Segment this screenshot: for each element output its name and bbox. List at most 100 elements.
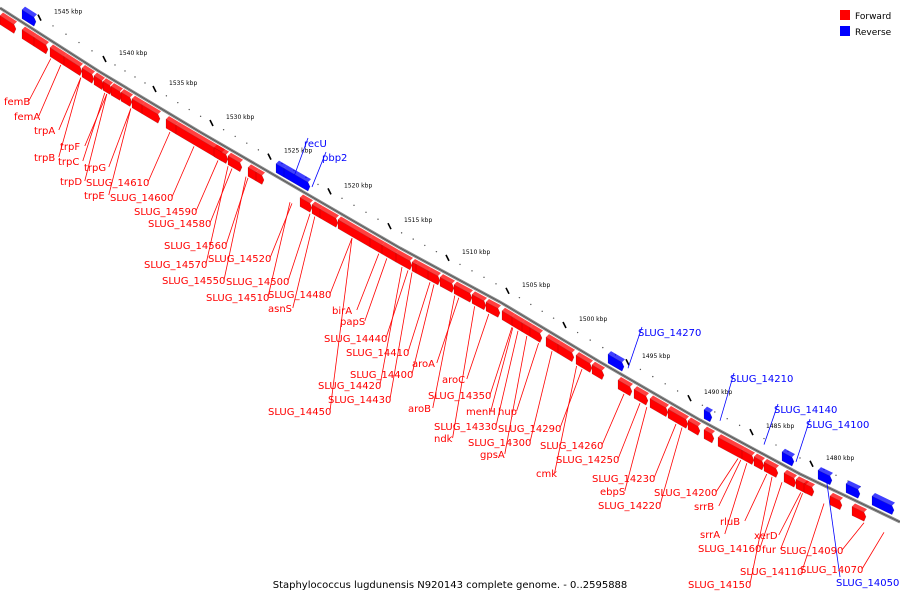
leader-line-slug-14250 bbox=[617, 403, 641, 460]
leader-line-bira bbox=[356, 253, 380, 311]
leader-line-slug-14500 bbox=[287, 213, 311, 282]
forward-gene-0-body bbox=[0, 15, 17, 34]
minor-tick bbox=[518, 296, 521, 299]
minor-tick bbox=[471, 270, 473, 272]
gene-label-hup: hup bbox=[498, 407, 517, 418]
reverse-gene-7-body bbox=[845, 483, 861, 499]
gene-label-aroc: aroC bbox=[442, 375, 465, 386]
gene-label-trpc: trpC bbox=[58, 157, 79, 168]
forward-gene-24-top bbox=[396, 250, 413, 261]
forward-gene-15-top bbox=[228, 152, 243, 163]
minor-tick bbox=[317, 183, 319, 186]
minor-tick bbox=[165, 95, 168, 97]
leader-line-ebps bbox=[624, 407, 648, 492]
gene-label-slug-14570: SLUG_14570 bbox=[144, 260, 207, 271]
leader-line-gpsa bbox=[504, 336, 528, 455]
forward-gene-26-top bbox=[416, 261, 431, 271]
forward-gene-28-top bbox=[440, 274, 455, 284]
leader-line-trpd bbox=[84, 93, 108, 182]
forward-gene-20 bbox=[319, 206, 339, 228]
forward-gene-2-body bbox=[33, 36, 49, 55]
minor-tick bbox=[726, 417, 728, 420]
forward-gene-27-body bbox=[427, 270, 441, 286]
gene-label-slug-14450: SLUG_14450 bbox=[268, 407, 331, 418]
gene-label-trpa: trpA bbox=[34, 126, 55, 137]
forward-gene-42-top bbox=[650, 395, 669, 408]
gene-label-gpsa: gpsA bbox=[480, 450, 505, 461]
minor-tick bbox=[459, 263, 461, 266]
gene-label-slug-14270: SLUG_14270 bbox=[638, 328, 701, 339]
forward-gene-18-body bbox=[299, 197, 313, 213]
leader-line-srrb bbox=[718, 459, 742, 507]
leader-line-slug-14330 bbox=[495, 330, 519, 427]
forward-gene-9 bbox=[120, 89, 133, 107]
forward-gene-50-top bbox=[784, 469, 797, 479]
leader-line-slug-14100 bbox=[795, 418, 811, 462]
leader-line-slug-14410 bbox=[407, 282, 431, 353]
tick-label: 1490 kbp bbox=[704, 389, 732, 396]
reverse-gene-8-body bbox=[871, 495, 895, 515]
forward-gene-54 bbox=[851, 503, 867, 522]
tick-label: 1480 kbp bbox=[826, 455, 854, 462]
genome-caption: Staphylococcus lugdunensis N920143 compl… bbox=[273, 580, 628, 591]
minor-tick bbox=[91, 50, 93, 52]
forward-gene-50-body bbox=[783, 472, 797, 488]
leader-line-xerd bbox=[778, 492, 802, 536]
gene-label-slug-14610: SLUG_14610 bbox=[86, 178, 149, 189]
minor-tick bbox=[576, 331, 579, 334]
forward-gene-49-body bbox=[763, 461, 779, 478]
tick-label: 1525 kbp bbox=[284, 148, 312, 155]
forward-gene-31 bbox=[485, 298, 501, 318]
leader-line-slug-14220 bbox=[659, 427, 683, 506]
gene-label-slug-14110: SLUG_14110 bbox=[740, 567, 803, 578]
legend-reverse-label: Reverse bbox=[855, 28, 892, 38]
minor-tick bbox=[799, 457, 801, 459]
leader-line-recu bbox=[293, 137, 309, 177]
reverse-gene-5-body bbox=[781, 451, 795, 467]
minor-tick bbox=[589, 339, 591, 341]
forward-gene-27-top bbox=[428, 267, 441, 277]
gene-label-ndk: ndk bbox=[434, 434, 453, 445]
leader-line-femb bbox=[28, 58, 52, 102]
forward-gene-44 bbox=[687, 417, 701, 436]
leader-line-srra bbox=[724, 463, 748, 535]
forward-gene-45-body bbox=[703, 429, 715, 444]
gene-label-asns: asnS bbox=[268, 304, 292, 315]
forward-gene-29-body bbox=[453, 284, 473, 303]
forward-gene-0 bbox=[0, 12, 17, 34]
gene-label-trpd: trpD bbox=[60, 177, 82, 188]
leader-line-slug-14420 bbox=[379, 267, 403, 386]
axis-layer bbox=[0, 6, 900, 524]
forward-gene-22-top bbox=[370, 235, 385, 246]
minor-tick bbox=[435, 250, 438, 253]
tick-mark bbox=[687, 394, 692, 402]
forward-gene-46-top bbox=[718, 434, 745, 451]
leader-line-slug-14200 bbox=[715, 458, 739, 493]
tick-label: 1485 kbp bbox=[766, 423, 794, 430]
forward-gene-42-body bbox=[649, 398, 669, 418]
leader-line-slug-14140 bbox=[763, 403, 779, 445]
forward-gene-39-top bbox=[592, 361, 605, 371]
forward-gene-49 bbox=[763, 459, 779, 478]
forward-gene-10-top bbox=[132, 95, 145, 105]
tick-mark bbox=[562, 321, 567, 329]
minor-tick bbox=[257, 149, 260, 151]
forward-gene-43-body bbox=[667, 408, 689, 429]
leader-line-slug-14430 bbox=[389, 272, 413, 400]
forward-gene-40-top bbox=[618, 376, 633, 387]
forward-gene-1-top bbox=[22, 26, 37, 38]
minor-tick bbox=[199, 115, 202, 118]
legend: Forward Reverse bbox=[840, 10, 892, 38]
gene-label-slug-14550: SLUG_14550 bbox=[162, 276, 225, 287]
reverse-gene-4-top bbox=[704, 406, 713, 413]
forward-gene-17-body bbox=[255, 171, 265, 185]
tick-label: 1500 kbp bbox=[579, 316, 607, 323]
leader-line-slug-14290 bbox=[559, 369, 583, 429]
forward-gene-15 bbox=[227, 152, 243, 173]
reverse-gene-0-top bbox=[22, 6, 37, 18]
forward-gene-47-top bbox=[742, 447, 755, 456]
gene-label-cmk: cmk bbox=[536, 469, 557, 480]
leader-line-pbp2 bbox=[311, 151, 327, 188]
forward-gene-20-body bbox=[319, 208, 339, 228]
tick-mark bbox=[37, 14, 42, 21]
